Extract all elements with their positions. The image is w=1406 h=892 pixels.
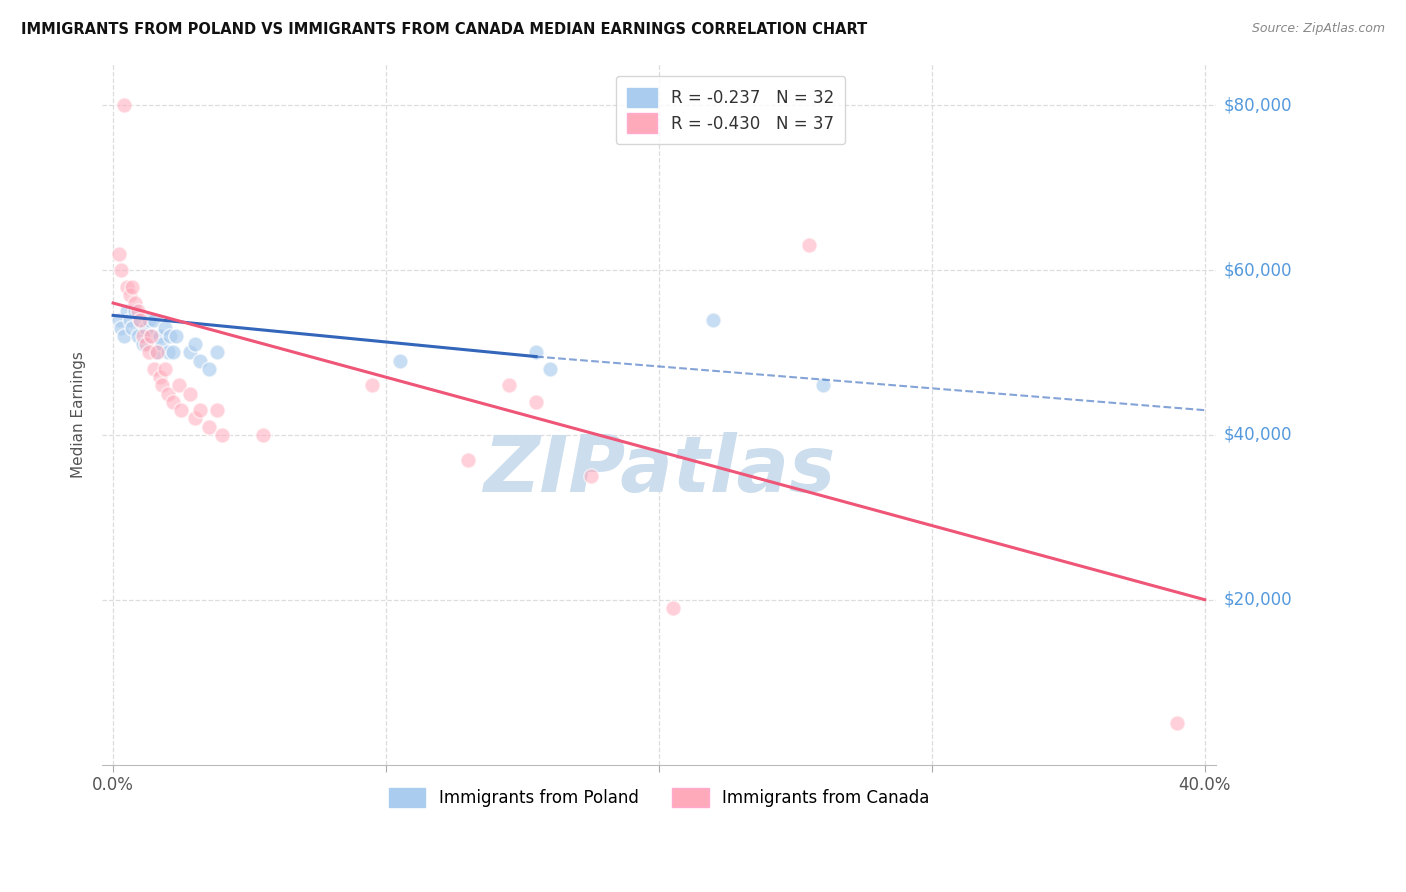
Point [115,304,138,318]
Point [162,345,184,359]
Point [661,601,683,615]
Point [167,378,190,392]
Point [179,386,201,401]
Text: $20,000: $20,000 [1225,591,1292,608]
Point [524,395,547,409]
Point [129,312,152,326]
Point [124,296,146,310]
Point [138,312,160,326]
Point [107,312,129,326]
Y-axis label: Median Earnings: Median Earnings [72,351,86,478]
Point [141,329,163,343]
Point [132,329,155,343]
Point [110,320,132,334]
Point [811,378,834,392]
Point [132,337,155,351]
Point [156,345,179,359]
Text: Source: ZipAtlas.com: Source: ZipAtlas.com [1251,22,1385,36]
Text: $40,000: $40,000 [1225,425,1292,444]
Point [121,320,143,334]
Point [146,345,169,359]
Point [524,345,547,359]
Point [129,312,152,326]
Point [579,469,602,483]
Point [153,362,176,376]
Point [165,329,187,343]
Point [148,329,170,343]
Point [211,428,233,442]
Point [110,263,132,277]
Point [146,345,169,359]
Point [179,345,201,359]
Point [143,312,166,326]
Point [184,337,207,351]
Point [107,246,129,260]
Point [135,320,157,334]
Point [1166,716,1188,731]
Point [159,329,181,343]
Point [388,353,411,368]
Point [118,287,141,301]
Point [197,362,219,376]
Point [127,304,149,318]
Point [498,378,520,392]
Point [156,386,179,401]
Point [124,304,146,318]
Point [361,378,384,392]
Text: IMMIGRANTS FROM POLAND VS IMMIGRANTS FROM CANADA MEDIAN EARNINGS CORRELATION CHA: IMMIGRANTS FROM POLAND VS IMMIGRANTS FRO… [21,22,868,37]
Text: $80,000: $80,000 [1225,96,1292,114]
Point [205,345,228,359]
Point [153,320,176,334]
Point [118,312,141,326]
Point [538,362,561,376]
Point [127,329,149,343]
Point [702,312,724,326]
Point [148,370,170,384]
Point [112,329,135,343]
Point [121,279,143,293]
Legend: Immigrants from Poland, Immigrants from Canada: Immigrants from Poland, Immigrants from … [380,780,938,815]
Point [162,395,184,409]
Point [138,345,160,359]
Point [190,353,212,368]
Point [170,403,193,417]
Point [141,329,163,343]
Point [190,403,212,417]
Point [150,337,173,351]
Point [150,378,173,392]
Text: $60,000: $60,000 [1225,261,1292,279]
Point [112,98,135,112]
Point [205,403,228,417]
Text: ZIPatlas: ZIPatlas [482,433,835,508]
Point [457,452,479,467]
Point [184,411,207,425]
Point [797,238,820,252]
Point [135,337,157,351]
Point [197,419,219,434]
Point [143,362,166,376]
Point [115,279,138,293]
Point [252,428,274,442]
